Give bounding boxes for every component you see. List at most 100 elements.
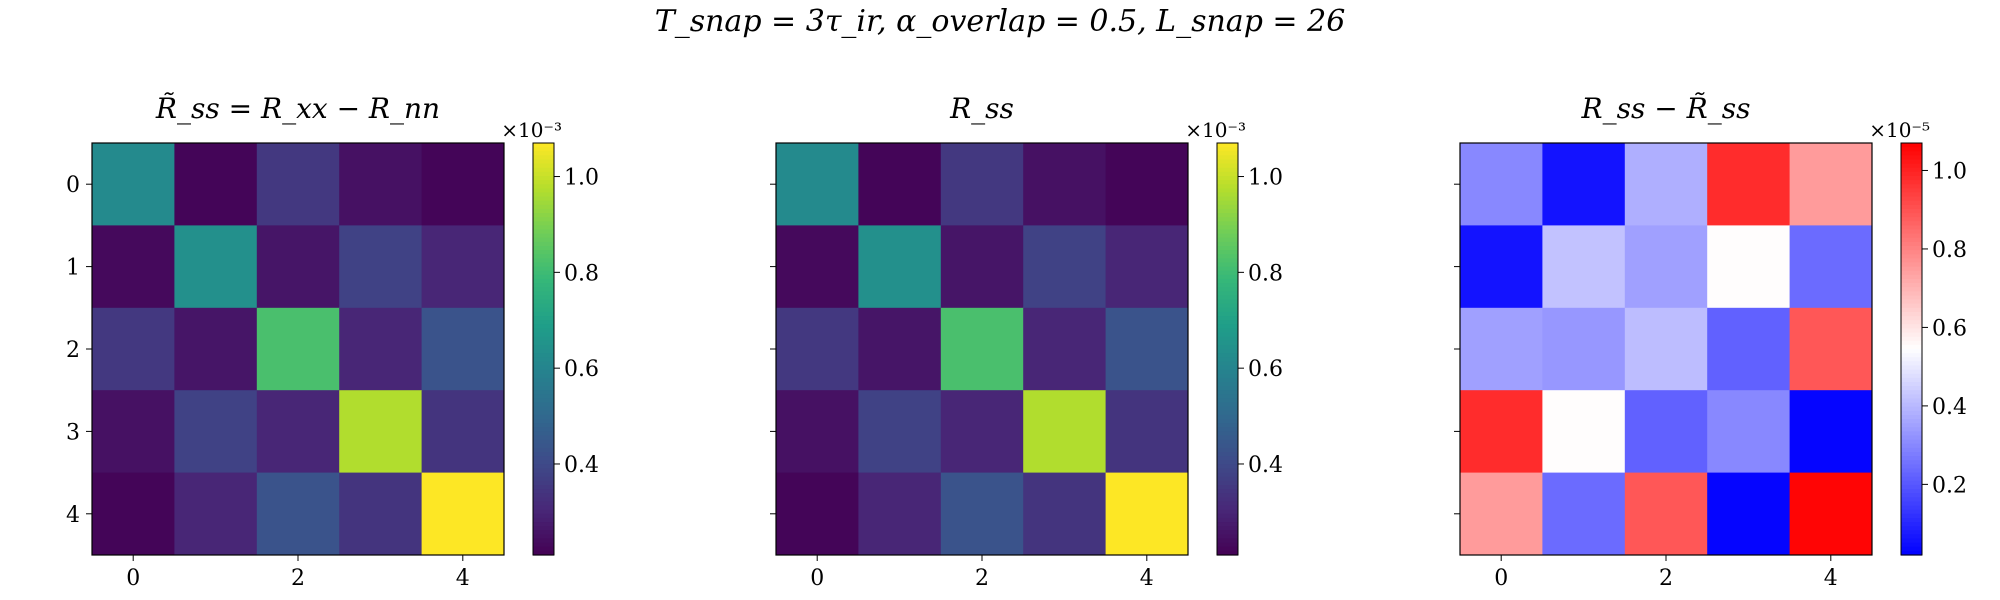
colorbar-segment bbox=[1217, 262, 1238, 268]
heatmap-cell bbox=[339, 390, 423, 474]
heatmap-cell bbox=[1460, 225, 1543, 309]
colorbar-segment bbox=[533, 464, 554, 470]
colorbar-segment bbox=[533, 550, 554, 556]
colorbar-segment bbox=[1901, 497, 1922, 503]
colorbar-segment bbox=[1901, 250, 1922, 255]
colorbar-segment bbox=[533, 311, 554, 317]
colorbar-segment bbox=[533, 246, 554, 251]
colorbar-segment bbox=[1901, 505, 1922, 511]
heatmap-cell bbox=[174, 390, 258, 474]
heatmap-cell bbox=[1460, 307, 1543, 391]
colorbar-segment bbox=[533, 332, 554, 338]
colorbar-segment bbox=[533, 534, 554, 540]
colorbar: 0.4 0.6 0.8 1.0×10⁻³ bbox=[1185, 118, 1283, 556]
heatmap-cell bbox=[1707, 143, 1791, 226]
heatmap-cell bbox=[339, 472, 423, 556]
colorbar-segment bbox=[533, 340, 554, 346]
colorbar-segment bbox=[1217, 311, 1238, 317]
colorbar-segment bbox=[1901, 484, 1922, 490]
colorbar-segment bbox=[533, 365, 554, 371]
colorbar-segment bbox=[1901, 377, 1922, 383]
colorbar-segment bbox=[1217, 274, 1238, 280]
colorbar-segment bbox=[533, 542, 554, 548]
colorbar-segment bbox=[1901, 204, 1922, 210]
colorbar-segment bbox=[1901, 480, 1922, 486]
y-tick-label: 2 bbox=[66, 338, 80, 363]
heatmap-cell bbox=[421, 307, 505, 391]
colorbar-segment bbox=[533, 447, 554, 453]
colorbar-segment bbox=[1217, 229, 1238, 235]
colorbar-segment bbox=[1901, 452, 1922, 457]
colorbar-segment bbox=[533, 155, 554, 161]
colorbar-segment bbox=[533, 237, 554, 243]
colorbar-segment bbox=[533, 250, 554, 255]
colorbar-segment bbox=[1217, 336, 1238, 342]
colorbar-segment bbox=[1901, 143, 1922, 148]
colorbar-segment bbox=[1217, 151, 1238, 156]
colorbar-segment bbox=[533, 435, 554, 441]
colorbar-segment bbox=[1901, 188, 1922, 194]
colorbar-segment bbox=[1217, 287, 1238, 292]
colorbar-segment bbox=[533, 303, 554, 309]
colorbar-segment bbox=[533, 147, 554, 152]
colorbar-segment bbox=[1901, 225, 1922, 231]
y-tick-label: 4 bbox=[66, 503, 80, 528]
heatmap-cell bbox=[1542, 472, 1626, 556]
colorbar-segment bbox=[1217, 427, 1238, 432]
colorbar-segment bbox=[1901, 291, 1922, 297]
colorbar-segment bbox=[533, 320, 554, 325]
colorbar-segment bbox=[1217, 184, 1238, 189]
colorbar-segment bbox=[1217, 357, 1238, 362]
colorbar-segment bbox=[1217, 143, 1238, 148]
colorbar-segment bbox=[1217, 221, 1238, 226]
heatmap-cell bbox=[1105, 143, 1189, 226]
colorbar-segment bbox=[533, 233, 554, 239]
colorbar-segment bbox=[533, 517, 554, 523]
colorbar-segment bbox=[1901, 340, 1922, 346]
colorbar-segment bbox=[1901, 217, 1922, 222]
colorbar-segment bbox=[1217, 402, 1238, 408]
colorbar-segment bbox=[533, 402, 554, 408]
colorbar-segment bbox=[1901, 369, 1922, 375]
colorbar-segment bbox=[1901, 550, 1922, 556]
colorbar-segment bbox=[1901, 283, 1922, 288]
colorbar-segment bbox=[1217, 344, 1238, 350]
colorbar-segment bbox=[1901, 266, 1922, 272]
colorbar-segment bbox=[1901, 517, 1922, 523]
colorbar-tick-label: 0.6 bbox=[564, 357, 599, 382]
colorbar-segment bbox=[533, 287, 554, 292]
heatmap-cell bbox=[1105, 225, 1189, 309]
colorbar-segment bbox=[533, 344, 554, 350]
colorbar-segment bbox=[1901, 180, 1922, 185]
colorbar-segment bbox=[533, 410, 554, 416]
colorbar-segment bbox=[1901, 171, 1922, 177]
colorbar-segment bbox=[533, 159, 554, 165]
colorbar-segment bbox=[533, 258, 554, 264]
colorbar-segment bbox=[533, 213, 554, 218]
x-tick-label: 2 bbox=[1659, 566, 1673, 591]
colorbar-segment bbox=[533, 472, 554, 478]
colorbar-segment bbox=[1217, 377, 1238, 383]
colorbar-segment bbox=[1217, 217, 1238, 222]
colorbar-segment bbox=[1901, 254, 1922, 259]
colorbar-segment bbox=[1901, 464, 1922, 470]
colorbar-segment bbox=[1217, 526, 1238, 531]
colorbar-segment bbox=[1901, 476, 1922, 482]
colorbar-segment bbox=[1901, 402, 1922, 408]
colorbar-segment bbox=[1217, 332, 1238, 338]
colorbar-segment bbox=[1217, 452, 1238, 457]
colorbar-segment bbox=[533, 361, 554, 367]
heatmap-cell bbox=[858, 390, 942, 474]
colorbar-segment bbox=[533, 373, 554, 379]
heatmap-cell bbox=[174, 307, 258, 391]
heatmap-cell bbox=[92, 225, 175, 309]
colorbar: 0.4 0.6 0.8 1.0×10⁻³ bbox=[501, 118, 599, 556]
colorbar-segment bbox=[1217, 241, 1238, 247]
heatmap-cell bbox=[1023, 390, 1107, 474]
colorbar-segment bbox=[533, 262, 554, 268]
colorbar-segment bbox=[1217, 439, 1238, 445]
colorbar-tick-label: 0.8 bbox=[564, 261, 599, 286]
x-tick-label: 2 bbox=[291, 566, 305, 591]
heatmap-cell bbox=[421, 225, 505, 309]
colorbar-segment bbox=[1901, 196, 1922, 202]
